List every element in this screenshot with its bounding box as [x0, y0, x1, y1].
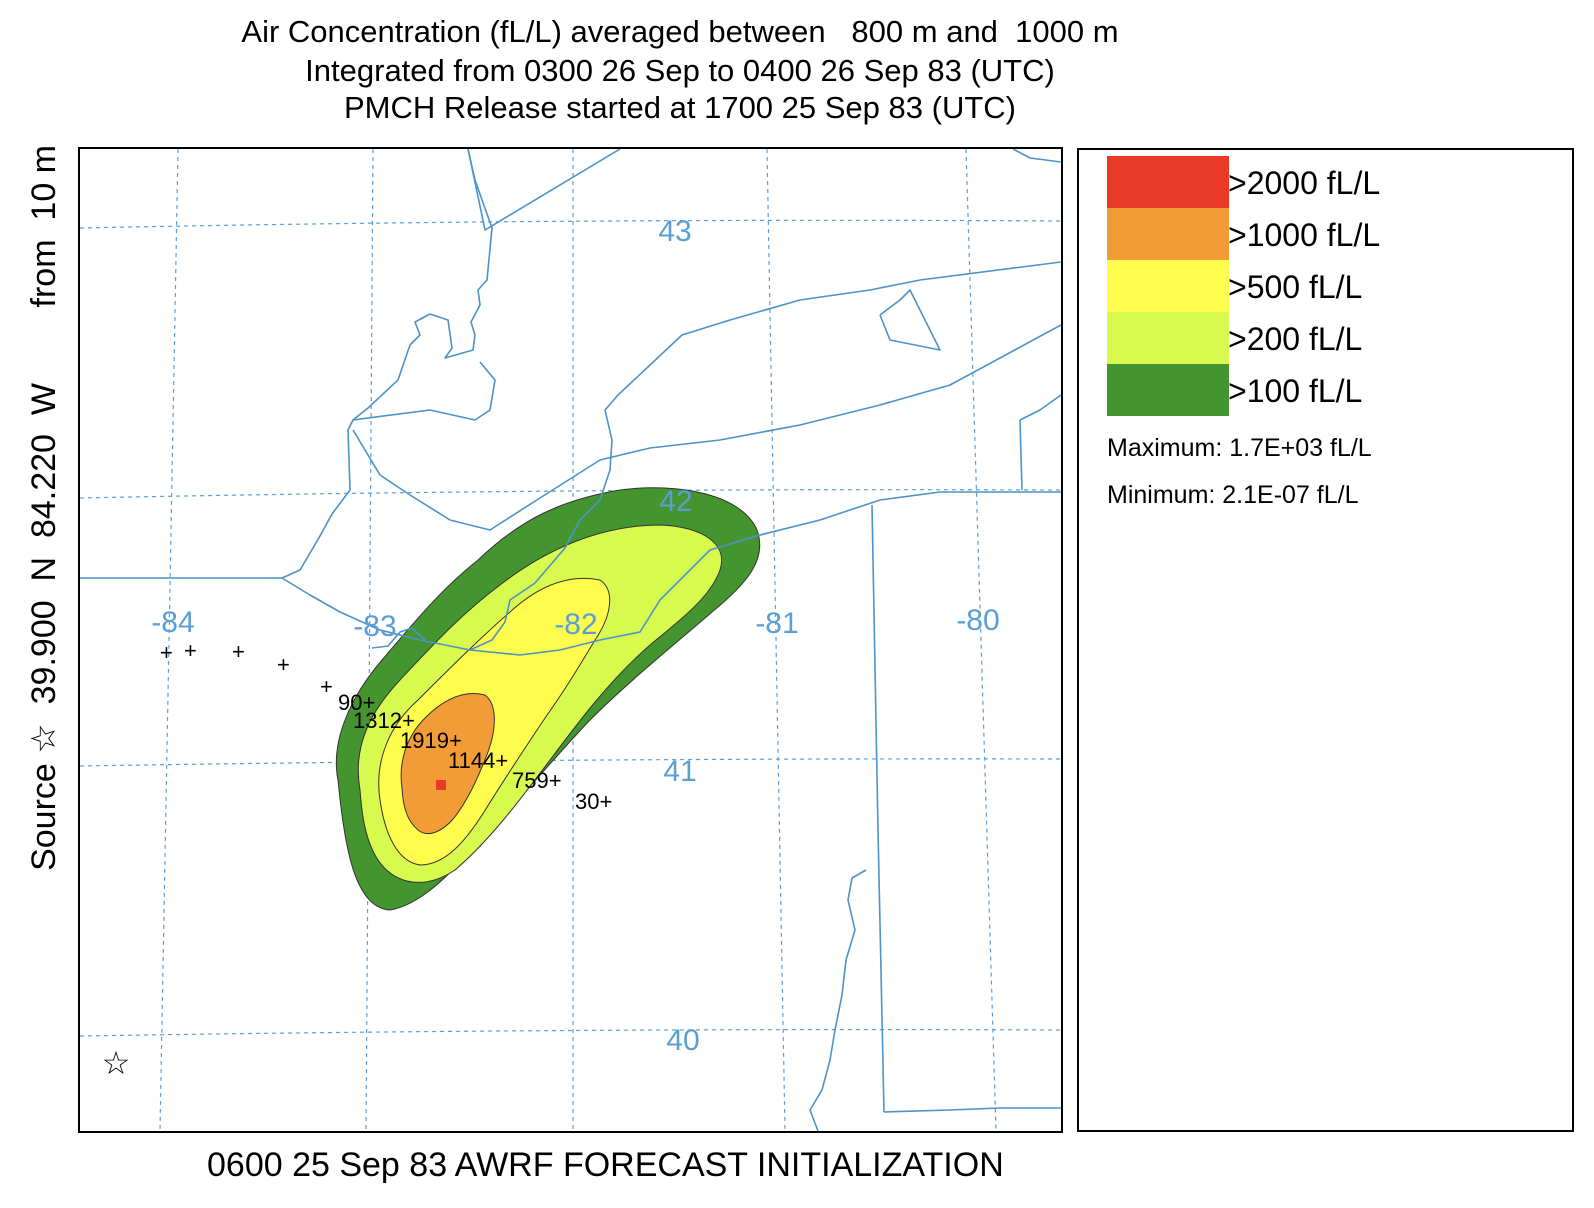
- forecast-initialization-label: 0600 25 Sep 83 AWRF FORECAST INITIALIZAT…: [207, 1146, 1004, 1184]
- minimum-value: Minimum: 2.1E-07 fL/L: [1107, 481, 1359, 509]
- legend-label: >100 fL/L: [1228, 373, 1363, 409]
- sampler-label: 90+: [338, 690, 375, 715]
- lat-label: 43: [658, 215, 691, 248]
- meridian-84: [159, 149, 179, 1131]
- legend-label: >500 fL/L: [1228, 269, 1363, 305]
- lake-erie-south-shore: [281, 491, 1061, 656]
- sampler-cross: +: [160, 640, 173, 665]
- sampler-cross: +: [320, 674, 333, 699]
- lon-label: -83: [353, 610, 396, 643]
- parallel-40: [80, 1029, 1061, 1037]
- legend-swatch-2000: [1107, 156, 1229, 208]
- lake-erie-north-shore: [352, 324, 1061, 531]
- long-point: [879, 289, 941, 351]
- sampler-label: 759+: [512, 768, 562, 793]
- plume: [335, 487, 761, 911]
- niagara: [1019, 394, 1061, 421]
- sampler-label: 30+: [575, 789, 612, 814]
- sampler-cross: +: [277, 652, 290, 677]
- sampler-cross: +: [184, 638, 197, 663]
- sampler-cross: +: [232, 639, 245, 664]
- title-line-3: PMCH Release started at 1700 25 Sep 83 (…: [344, 90, 1016, 125]
- ontario-peninsula: [534, 261, 1061, 584]
- lake-st-clair: [469, 582, 536, 651]
- meridian-80: [965, 149, 997, 1131]
- sampler-label: 1919+: [400, 728, 462, 753]
- legend-swatch-200: [1107, 312, 1229, 364]
- ohio-wv-border: [883, 1107, 1061, 1113]
- pennsylvania-ny-border: [1019, 419, 1023, 491]
- lon-label: -84: [151, 606, 194, 639]
- legend-label: >1000 fL/L: [1228, 217, 1381, 253]
- sampler-label: 1144+: [448, 748, 508, 773]
- title-line-2: Integrated from 0300 26 Sep to 0400 26 S…: [305, 53, 1055, 88]
- saginaw-bay-shore: [352, 361, 496, 421]
- contour-1000: [400, 693, 495, 834]
- mackinac-shore: [467, 149, 621, 231]
- top-right-shore: [1012, 149, 1061, 163]
- legend-label: >200 fL/L: [1228, 321, 1363, 357]
- contour-2000: [436, 780, 446, 790]
- latitude-labels: 43 42 41 40: [658, 215, 699, 1057]
- lat-label: 40: [666, 1024, 699, 1057]
- lat-label: 42: [659, 485, 692, 518]
- maximum-value: Maximum: 1.7E+03 fL/L: [1107, 434, 1372, 462]
- longitude-labels: -84 -83 -82 -81 -80: [151, 604, 999, 643]
- graticule: [80, 149, 1061, 1131]
- ohio-river: [809, 869, 867, 1131]
- legend-label: >2000 fL/L: [1228, 165, 1381, 201]
- lat-label: 41: [663, 755, 696, 788]
- lon-label: -82: [554, 608, 597, 641]
- parallel-42: [80, 489, 1061, 499]
- detroit-river: [371, 627, 426, 649]
- source-location-label: Source ☆ 39.900 N 84.220 W from 10 m: [25, 145, 63, 871]
- parallel-43: [80, 219, 1061, 229]
- lake-huron-michigan-shore: [80, 149, 493, 579]
- lon-label: -81: [755, 607, 798, 640]
- title-line-1: Air Concentration (fL/L) averaged betwee…: [241, 14, 1119, 49]
- legend: >2000 fL/L >1000 fL/L >500 fL/L >200 fL/…: [1077, 148, 1574, 1132]
- meridian-81: [766, 149, 786, 1131]
- source-star-icon: ☆: [102, 1044, 131, 1082]
- legend-swatch-1000: [1107, 208, 1229, 260]
- parallel-41: [80, 758, 1061, 767]
- legend-swatch-500: [1107, 260, 1229, 312]
- lon-label: -80: [956, 604, 999, 637]
- legend-swatch-100: [1107, 364, 1229, 416]
- ohio-pennsylvania-border: [871, 504, 885, 1113]
- meridian-83: [365, 149, 374, 1131]
- sampler-markers: + + + + + 90+ 1312+ 1919+ 1144+ 759+ 30+: [160, 638, 612, 814]
- map-boundaries: [80, 149, 1061, 1131]
- sampler-label: 1312+: [353, 708, 415, 733]
